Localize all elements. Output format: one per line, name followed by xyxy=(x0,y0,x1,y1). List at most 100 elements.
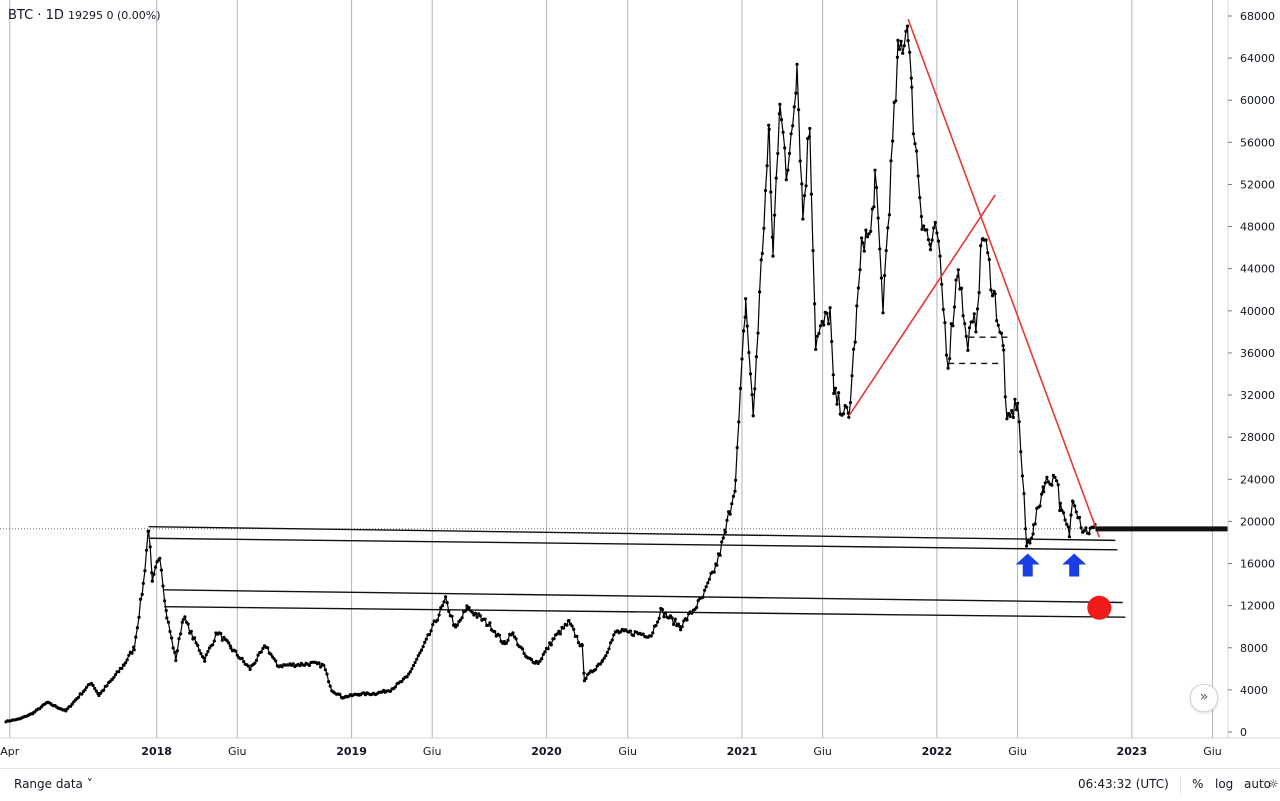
gear-icon[interactable]: ☼ xyxy=(1268,777,1279,791)
price-point xyxy=(437,613,441,617)
price-point xyxy=(856,286,861,290)
price-point xyxy=(460,616,464,620)
log-scale-button[interactable]: log xyxy=(1215,777,1234,791)
price-point xyxy=(94,689,98,693)
price-point xyxy=(738,386,743,391)
utc-clock[interactable]: 06:43:32 (UTC) xyxy=(1078,777,1169,791)
price-point xyxy=(317,661,321,665)
price-point xyxy=(1087,532,1091,536)
scroll-to-realtime-button[interactable]: » xyxy=(1190,684,1218,712)
price-point xyxy=(1046,480,1051,484)
price-point xyxy=(511,631,515,635)
price-point xyxy=(159,568,163,572)
price-point xyxy=(797,108,801,112)
price-point xyxy=(1005,417,1009,421)
price-point xyxy=(565,623,569,627)
price-point xyxy=(759,258,763,262)
price-point xyxy=(261,646,265,651)
price-point xyxy=(751,414,755,418)
price-point xyxy=(896,38,900,43)
price-point xyxy=(174,658,178,663)
price-point xyxy=(538,659,542,663)
price-point xyxy=(1041,485,1045,489)
price-point xyxy=(910,85,914,89)
price-point xyxy=(804,184,808,188)
price-point xyxy=(987,257,991,262)
price-point xyxy=(899,39,903,44)
price-point xyxy=(607,647,611,651)
price-point xyxy=(975,307,980,311)
chart[interactable]: Apr 2018 Giu 2019 Giu 2020 Giu 2021 Giu 2022 Giu 20… xyxy=(0,0,1280,768)
price-point xyxy=(964,334,968,338)
price-point xyxy=(419,648,424,652)
price-point xyxy=(855,304,859,308)
price-point xyxy=(649,634,653,638)
price-point xyxy=(656,620,660,624)
price-point xyxy=(415,657,419,661)
price-point xyxy=(641,632,645,636)
y-tick-label: 68000 xyxy=(1240,10,1275,23)
percent-scale-button[interactable]: % xyxy=(1192,777,1204,791)
range-data-button[interactable]: Range data ˅ xyxy=(14,777,93,791)
price-point xyxy=(410,667,414,671)
price-point xyxy=(828,306,832,310)
price-point xyxy=(1028,541,1032,545)
price-point xyxy=(941,307,945,312)
price-point xyxy=(328,684,332,688)
price-point xyxy=(1061,511,1066,515)
price-point xyxy=(767,123,771,127)
price-point xyxy=(1001,344,1005,348)
price-point xyxy=(274,659,278,663)
price-point xyxy=(242,660,246,664)
price-point xyxy=(758,290,762,294)
price-point xyxy=(194,641,198,645)
price-point xyxy=(1010,409,1014,413)
price-point xyxy=(465,604,469,608)
support-line xyxy=(148,525,1116,542)
price-point xyxy=(1074,510,1078,514)
price-point xyxy=(171,646,175,650)
price-point xyxy=(961,314,965,318)
y-tick-label: 32000 xyxy=(1240,389,1275,402)
price-point xyxy=(445,601,449,605)
price-point xyxy=(861,241,865,245)
price-point xyxy=(873,168,877,172)
price-point xyxy=(605,650,610,655)
price-point xyxy=(850,374,854,378)
price-point xyxy=(272,657,276,661)
price-point xyxy=(883,273,887,278)
price-point xyxy=(393,685,397,689)
price-point xyxy=(450,614,454,618)
price-point xyxy=(1063,518,1067,522)
price-point xyxy=(147,529,151,533)
price-point xyxy=(582,671,586,675)
price-point xyxy=(168,629,172,634)
price-point xyxy=(248,667,252,672)
price-point xyxy=(196,643,200,648)
price-point xyxy=(609,641,613,645)
price-point xyxy=(152,572,156,576)
price-point xyxy=(707,577,712,581)
price-point xyxy=(837,391,841,395)
price-point xyxy=(731,494,736,498)
drawings xyxy=(148,18,1229,620)
price-point xyxy=(889,159,893,163)
price-point xyxy=(1053,475,1057,479)
price-point xyxy=(543,650,547,654)
auto-scale-button[interactable]: auto xyxy=(1244,777,1272,791)
price-point xyxy=(158,556,162,560)
price-point xyxy=(818,324,823,328)
price-point xyxy=(455,623,459,627)
up-arrow-icon xyxy=(1015,553,1040,577)
price-point xyxy=(467,606,471,610)
price-point xyxy=(906,39,910,43)
price-point xyxy=(814,347,818,351)
price-point xyxy=(951,324,955,328)
price-point xyxy=(845,405,849,409)
price-point xyxy=(778,102,782,106)
price-point xyxy=(977,291,981,295)
price-point xyxy=(298,664,302,668)
price-point xyxy=(165,616,169,620)
price-point xyxy=(558,632,563,636)
price-series xyxy=(4,24,1097,724)
